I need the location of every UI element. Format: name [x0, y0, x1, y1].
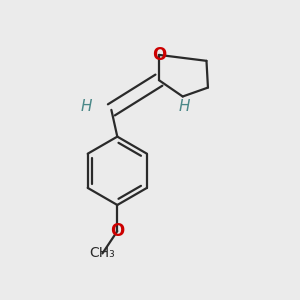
Text: H: H — [178, 98, 190, 113]
Text: O: O — [110, 222, 124, 240]
Text: CH₃: CH₃ — [90, 246, 115, 260]
Text: H: H — [80, 98, 92, 113]
Text: O: O — [152, 46, 166, 64]
